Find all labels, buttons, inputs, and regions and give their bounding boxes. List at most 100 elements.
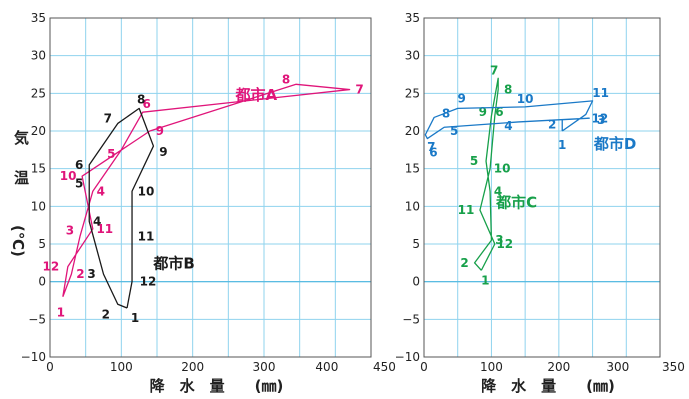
month-label: 5: [470, 154, 478, 168]
x-tick-label: 300: [606, 360, 629, 374]
month-label: 10: [138, 184, 155, 198]
plot-frame: [49, 17, 372, 358]
month-label: 6: [495, 105, 503, 119]
y-axis-title-char: 気: [14, 129, 29, 147]
month-label: 8: [137, 92, 145, 106]
month-label: 11: [458, 203, 475, 217]
x-tick-label: 0: [420, 360, 428, 374]
month-label: 12: [140, 275, 157, 289]
y-tick-label: 15: [31, 162, 46, 176]
grid: [423, 17, 661, 358]
month-label: 6: [429, 146, 437, 160]
month-label: 3: [87, 267, 95, 281]
y-tick-label: −10: [395, 350, 420, 364]
month-label: 1: [558, 138, 566, 152]
month-label: 1: [481, 273, 489, 287]
month-label: 9: [159, 145, 167, 159]
month-label: 11: [592, 86, 609, 100]
y-tick-label: −5: [28, 312, 46, 326]
x-tick-label: 100: [480, 360, 503, 374]
y-axis-title-char: 温: [14, 169, 29, 187]
month-label: 4: [494, 184, 502, 198]
y-tick-label: 10: [405, 199, 420, 213]
month-label: 10: [60, 169, 77, 183]
month-label: 11: [138, 229, 155, 243]
month-label: 4: [97, 184, 105, 198]
x-tick-label: 200: [181, 360, 204, 374]
y-axis-title: 気 温 (℃): [9, 129, 29, 257]
month-label: 7: [490, 63, 498, 77]
city-label: 都市D: [593, 135, 636, 153]
x-tick-label: 350: [662, 360, 685, 374]
x-tick-label: 300: [253, 360, 276, 374]
month-label: 5: [75, 177, 83, 191]
month-label: 12: [591, 111, 608, 125]
month-label: 6: [143, 97, 151, 111]
month-label: 4: [93, 214, 101, 228]
month-label: 4: [504, 119, 512, 133]
x-axis-title: 降 水 量 (㎜): [481, 377, 615, 395]
y-tick-label: 25: [31, 86, 46, 100]
y-tick-label: −5: [402, 312, 420, 326]
month-label: 7: [355, 83, 363, 97]
month-label: 5: [107, 147, 115, 161]
y-tick-label: 15: [405, 162, 420, 176]
month-label: 11: [96, 222, 113, 236]
y-axis-title-char: (℃): [9, 225, 27, 257]
series-line: [424, 100, 594, 140]
month-label: 9: [479, 105, 487, 119]
y-tick-label: 20: [31, 124, 46, 138]
city-label: 都市C: [495, 194, 537, 212]
y-tick-label: 30: [31, 49, 46, 63]
month-label: 8: [442, 106, 450, 120]
month-label: 2: [76, 267, 84, 281]
month-label: 2: [102, 307, 110, 321]
x-tick-label: 100: [110, 360, 133, 374]
month-label: 3: [495, 233, 503, 247]
month-label: 1: [57, 306, 65, 320]
y-tick-label: 10: [31, 199, 46, 213]
x-tick-label: 450: [373, 360, 396, 374]
y-tick-label: 0: [412, 275, 420, 289]
month-label: 7: [104, 111, 112, 125]
month-label: 3: [597, 113, 605, 127]
month-label: 12: [496, 237, 513, 251]
series-line: [473, 77, 499, 271]
y-tick-label: −10: [21, 350, 46, 364]
month-label: 8: [504, 83, 512, 97]
x-tick-label: 0: [46, 360, 54, 374]
y-tick-label: 30: [405, 49, 420, 63]
month-label: 8: [282, 72, 290, 86]
month-label: 2: [460, 256, 468, 270]
y-tick-label: 20: [405, 124, 420, 138]
month-label: 9: [458, 91, 466, 105]
month-label: 9: [156, 124, 164, 138]
month-label: 5: [450, 124, 458, 138]
y-tick-label: 35: [405, 11, 420, 25]
series-line: [62, 83, 351, 297]
y-tick-label: 0: [38, 275, 46, 289]
month-label: 2: [548, 118, 556, 132]
month-label: 10: [494, 162, 511, 176]
y-tick-label: 25: [405, 86, 420, 100]
plot-frame: [423, 17, 661, 358]
y-tick-label: 5: [38, 237, 46, 251]
y-tick-label: 35: [31, 11, 46, 25]
month-label: 6: [75, 158, 83, 172]
city-label: 都市B: [152, 255, 194, 273]
month-label: 10: [517, 92, 534, 106]
series-line: [88, 107, 155, 309]
month-label: 1: [131, 311, 139, 325]
y-tick-label: 5: [412, 237, 420, 251]
month-label: 7: [427, 140, 435, 154]
x-axis-title: 降 水 量 (㎜): [150, 377, 284, 395]
month-label: 12: [42, 260, 59, 274]
month-label: 3: [66, 223, 74, 237]
